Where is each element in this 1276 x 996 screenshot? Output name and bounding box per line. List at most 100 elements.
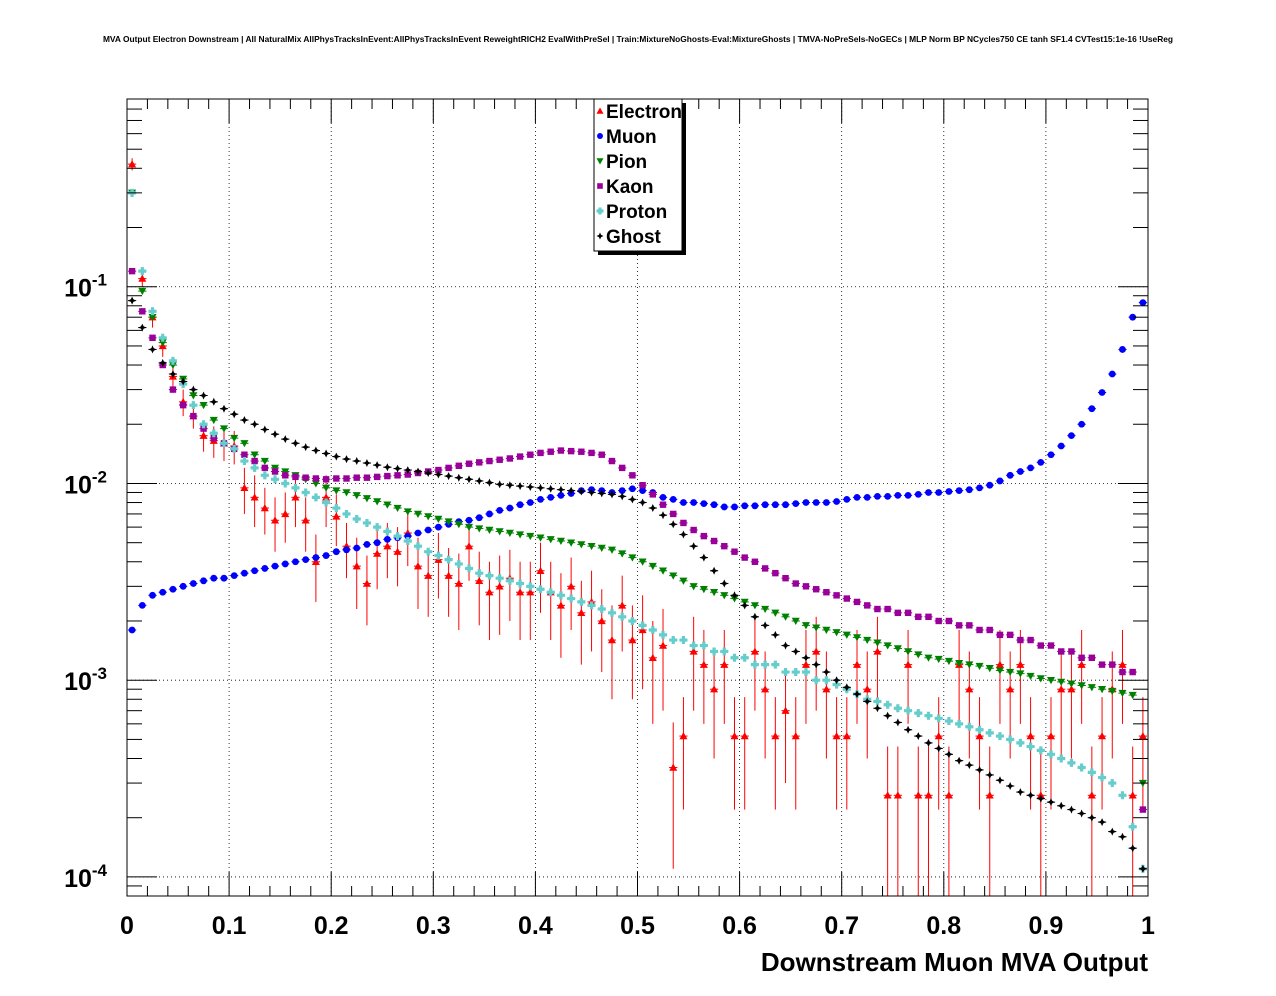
data-point: [383, 542, 392, 550]
x-tick-label: 0.7: [824, 912, 859, 940]
data-point: [301, 443, 310, 452]
data-point: [189, 392, 198, 400]
data-point: [199, 391, 208, 400]
data-point: [659, 493, 667, 501]
data-point: [893, 791, 902, 799]
data-point: [1068, 432, 1075, 440]
chart-title: MVA Output Electron Downstream | All Nat…: [102, 34, 1174, 44]
data-point: [883, 642, 892, 650]
legend-marker-kaon: [597, 183, 603, 189]
data-point: [761, 565, 769, 572]
data-point: [771, 630, 780, 639]
data-point: [454, 521, 463, 529]
data-point: [261, 464, 269, 472]
data-point: [383, 501, 392, 509]
data-point: [935, 617, 942, 625]
data-point: [782, 574, 789, 582]
data-point: [781, 668, 790, 677]
data-point: [271, 475, 280, 484]
data-point: [955, 719, 964, 728]
data-point: [904, 609, 912, 617]
data-point: [271, 562, 279, 570]
y-tick-label: 10-1: [64, 271, 107, 303]
data-point: [281, 435, 290, 444]
data-point: [353, 544, 361, 552]
data-point: [618, 550, 627, 558]
data-point: [1139, 299, 1147, 307]
data-point: [1037, 642, 1044, 649]
data-point: [874, 492, 881, 500]
data-point: [435, 466, 442, 474]
data-point: [934, 732, 943, 740]
data-point: [291, 483, 300, 492]
data-point: [322, 493, 331, 501]
data-point: [352, 562, 361, 570]
legend-label-kaon: Kaon: [606, 177, 654, 198]
data-point: [311, 446, 320, 455]
data-point: [250, 493, 259, 501]
data-point: [812, 499, 820, 506]
data-point: [1078, 654, 1085, 661]
data-point: [955, 487, 963, 494]
data-point: [853, 690, 861, 699]
data-point: [556, 537, 565, 545]
data-point: [1077, 763, 1086, 772]
data-point: [648, 625, 657, 634]
data-point: [475, 514, 483, 522]
data-point: [168, 356, 177, 365]
data-point: [975, 732, 984, 740]
data-point: [373, 549, 382, 557]
legend-label-muon: Muon: [606, 127, 657, 148]
data-point: [740, 601, 749, 610]
data-point: [771, 732, 780, 740]
data-point: [403, 508, 412, 516]
data-point: [291, 493, 300, 501]
data-point: [1016, 738, 1025, 747]
data-point: [771, 501, 779, 509]
data-point: [720, 503, 728, 511]
data-point: [638, 498, 647, 507]
data-point: [505, 576, 514, 585]
data-point: [250, 420, 259, 429]
data-point: [710, 537, 718, 545]
data-point: [526, 588, 535, 596]
data-point: [597, 616, 606, 625]
data-point: [526, 532, 535, 541]
data-point: [1087, 813, 1096, 822]
data-point: [944, 657, 953, 666]
data-point: [781, 613, 790, 621]
data-point: [1026, 672, 1035, 681]
data-point: [731, 503, 738, 511]
data-point: [495, 574, 504, 583]
data-point: [342, 455, 351, 464]
data-point: [710, 501, 718, 509]
data-point: [669, 520, 678, 529]
data-point: [750, 612, 759, 621]
data-point: [332, 548, 340, 556]
data-point: [505, 529, 514, 538]
data-point: [679, 636, 688, 645]
data-point: [730, 732, 739, 740]
data-point: [373, 461, 382, 470]
data-point: [1067, 758, 1076, 767]
data-point: [873, 697, 882, 706]
data-point: [648, 504, 657, 512]
legend-label-proton: Proton: [606, 202, 667, 223]
data-point: [1026, 732, 1035, 740]
data-point: [189, 401, 198, 410]
data-point: [200, 577, 207, 585]
data-point: [1067, 685, 1076, 693]
data-point: [434, 515, 443, 523]
data-point: [158, 333, 167, 342]
data-point: [556, 591, 565, 600]
data-point: [680, 519, 687, 527]
data-point: [914, 709, 923, 718]
data-point: [791, 732, 800, 740]
data-point: [465, 460, 473, 467]
data-point: [322, 552, 330, 559]
data-point: [639, 481, 646, 489]
data-point: [230, 410, 239, 419]
data-point: [251, 457, 258, 465]
data-point: [537, 449, 544, 457]
data-point: [853, 660, 862, 668]
